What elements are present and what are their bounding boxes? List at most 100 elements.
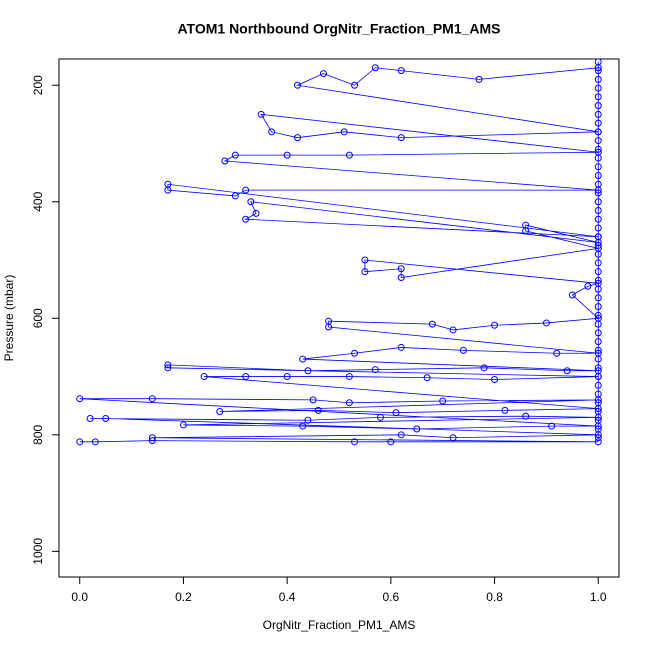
point — [268, 128, 276, 136]
point — [594, 128, 602, 136]
point — [594, 285, 602, 293]
point — [594, 145, 602, 153]
point — [86, 415, 94, 423]
chart-title: ATOM1 Northbound OrgNitr_Fraction_PM1_AM… — [177, 21, 500, 37]
point — [242, 186, 250, 194]
point — [351, 438, 359, 446]
point — [568, 291, 576, 299]
point — [491, 375, 499, 383]
point — [594, 215, 602, 223]
point — [480, 364, 488, 372]
point — [594, 355, 602, 363]
point — [563, 367, 571, 375]
point — [397, 134, 405, 142]
point — [594, 303, 602, 311]
point — [242, 215, 250, 223]
point — [594, 390, 602, 398]
point — [594, 438, 602, 446]
point — [304, 416, 312, 424]
point — [594, 364, 602, 372]
x-tick-label: 0.4 — [279, 590, 296, 604]
point — [553, 349, 561, 357]
point — [397, 343, 405, 351]
point — [594, 84, 602, 92]
point — [294, 81, 302, 89]
point — [345, 151, 353, 159]
point — [148, 434, 156, 442]
point — [91, 438, 99, 446]
point — [413, 425, 421, 433]
point — [231, 192, 239, 200]
point — [594, 172, 602, 180]
point — [594, 189, 602, 197]
point — [594, 198, 602, 206]
point — [594, 329, 602, 337]
x-axis-label: OrgNitr_Fraction_PM1_AMS — [263, 618, 416, 632]
point — [594, 434, 602, 442]
point — [345, 399, 353, 407]
point — [475, 75, 483, 83]
point — [594, 241, 602, 249]
point — [283, 373, 291, 381]
point — [76, 438, 84, 446]
point — [584, 282, 592, 290]
point — [148, 395, 156, 403]
point — [594, 373, 602, 381]
point — [594, 58, 602, 66]
y-tick-label: 600 — [31, 308, 45, 328]
point — [594, 154, 602, 162]
point — [242, 373, 250, 381]
point — [102, 415, 110, 423]
point — [594, 346, 602, 354]
x-tick-label: 0.0 — [71, 590, 88, 604]
point — [221, 157, 229, 165]
point — [594, 320, 602, 328]
point — [247, 198, 255, 206]
point — [309, 396, 317, 404]
point — [594, 338, 602, 346]
point — [594, 233, 602, 241]
y-tick-label: 400 — [31, 191, 45, 211]
point — [397, 265, 405, 273]
point — [304, 367, 312, 375]
point — [594, 137, 602, 145]
x-tick-label: 0.6 — [383, 590, 400, 604]
point — [449, 326, 457, 334]
point — [594, 67, 602, 75]
point — [594, 425, 602, 433]
point — [423, 374, 431, 382]
point — [351, 349, 359, 357]
point — [387, 438, 395, 446]
point — [200, 373, 208, 381]
point — [594, 268, 602, 276]
point — [252, 209, 260, 217]
point — [397, 274, 405, 282]
point — [397, 431, 405, 439]
point — [594, 311, 602, 319]
point — [594, 75, 602, 83]
point — [361, 268, 369, 276]
point — [371, 366, 379, 374]
point — [491, 321, 499, 329]
point — [164, 361, 172, 369]
point — [392, 409, 400, 417]
point — [594, 206, 602, 214]
point — [257, 110, 265, 118]
point — [371, 64, 379, 72]
point — [594, 259, 602, 267]
point — [522, 221, 530, 229]
point — [319, 70, 327, 78]
point — [542, 319, 550, 327]
point — [164, 364, 172, 372]
point — [439, 397, 447, 405]
point — [594, 294, 602, 302]
point — [283, 151, 291, 159]
point — [376, 413, 384, 421]
point — [548, 422, 556, 430]
point — [345, 373, 353, 381]
point — [179, 421, 187, 429]
point — [522, 412, 530, 420]
y-axis-label: Pressure (mbar) — [2, 275, 16, 362]
